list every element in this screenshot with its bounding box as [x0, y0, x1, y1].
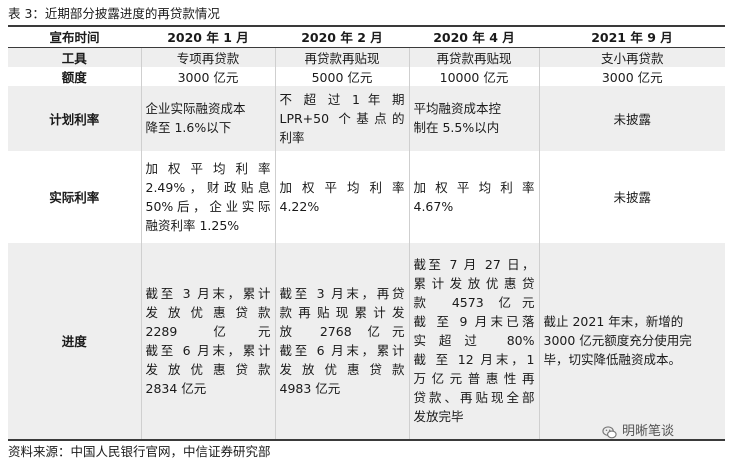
cell-actual-rate-1: 加 权 平 均 利 率 2.49%，财政贴息 50%后，企业实际 融资利率 1.25% [141, 150, 276, 243]
cell-line: 截至 7 月 27 日， [413, 257, 535, 272]
cell-text: 加 权 平 均 利 率 4.22% [280, 178, 405, 216]
row-label-tool: 工具 [8, 47, 142, 67]
cell-line: 累计发放优惠贷 [413, 276, 535, 291]
cell-line: 毕，切实降低融资成本。 [543, 352, 682, 367]
cell-actual-rate-4: 未披露 [613, 190, 651, 205]
cell-line: 平均融资成本控 [413, 101, 502, 116]
cell-line: LPR+50 个基点的 [279, 110, 405, 126]
cell-line: 2834 亿元 [145, 380, 207, 396]
cell-line: 截至 6 月末，累计 [145, 342, 271, 358]
cell-text: 截至 7 月 27 日， 累计发放优惠贷款 4573 亿元截 至 9 月末已落 实超… [414, 255, 535, 426]
cell-tool-3: 再贷款再贴现 [409, 47, 540, 67]
cell-text: 截至 3 月末，再贷 款再贴现累计发放 2768 亿元 截至 6 月末，累计发 放 … [280, 284, 405, 398]
cell-line: 4.67% [413, 198, 454, 214]
wechat-icon [602, 425, 617, 438]
cell-line: 企业实际融资成本 [145, 101, 246, 116]
cell-line: 截至 6 月末，累计 [279, 342, 405, 358]
row-label-planned-rate: 计划利率 [8, 85, 142, 151]
cell-line: 加 权 平 均 利 率 [279, 179, 405, 195]
cell-planned-rate-3: 平均融资成本控 制在 5.5%以内 [409, 85, 540, 151]
cell-amount-4: 3000 亿元 [601, 69, 663, 85]
cell-text: 平均融资成本控 制在 5.5%以内 [414, 99, 535, 137]
cell-line: 加 权 平 均 利 率 [413, 179, 535, 195]
table-caption: 表 3：近期部分披露进度的再贷款情况 [8, 6, 220, 21]
cell-line: 3000 亿元额度充分使用完 [543, 333, 692, 348]
cell-line: 50%后，企业实际 [145, 198, 271, 214]
header-2020-feb: 2020 年 2 月 [275, 25, 409, 48]
cell-actual-rate-2: 加 权 平 均 利 率 4.22% [275, 150, 410, 243]
cell-progress-1: 截至 3 月末，累计发 放 优 惠 贷 款 2289 亿元 截至 6 月末，累计发 … [141, 242, 276, 440]
cell-line: 截止 2021 年末，新增的 [543, 314, 684, 329]
cell-text: 企业实际融资成本 降至 1.6%以下 [146, 99, 271, 137]
watermark-text: 明晰笔谈 [622, 424, 675, 439]
cell-line: 降至 1.6%以下 [145, 120, 232, 135]
source-note: 资料来源：中国人民银行官网，中信证券研究部 [8, 444, 271, 459]
cell-tool-1: 专项再贷款 [141, 47, 276, 67]
cell-line: 发 放 优 惠 贷 款 [279, 361, 405, 377]
row-label-amount: 额度 [8, 66, 142, 86]
header-row: 宣布时间 2020 年 1 月 2020 年 2 月 2020 年 4 月 20… [8, 25, 725, 48]
watermark: 明晰笔谈 [602, 424, 674, 440]
cell-amount-2: 5000 亿元 [275, 66, 410, 86]
cell-text: 加 权 平 均 利 率 4.67% [414, 178, 535, 216]
cell-line: 发放完毕 [413, 409, 464, 424]
cell-progress-3: 截至 7 月 27 日， 累计发放优惠贷款 4573 亿元截 至 9 月末已落 实超… [409, 242, 540, 440]
cell-line: 截至 3 月末，再贷 [279, 285, 405, 301]
cell-line: 4.22% [279, 198, 320, 214]
cell-planned-rate-2: 不 超 过 1 年 期 LPR+50 个基点的 利率 [275, 85, 410, 151]
cell-line: 2.49%，财政贴息 [145, 179, 271, 195]
cell-line: 发 放 优 惠 贷 款 [145, 304, 271, 320]
cell-line: 2289 亿元 [145, 323, 271, 339]
table-row-planned-rate: 计划利率 企业实际融资成本 降至 1.6%以下 不 超 过 1 年 期 LPR+50… [8, 85, 725, 151]
cell-line: 融资利率 1.25% [145, 217, 240, 233]
cell-line: 制在 5.5%以内 [413, 120, 500, 135]
cell-tool-2: 再贷款再贴现 [275, 47, 410, 67]
header-2020-apr: 2020 年 4 月 [409, 25, 539, 48]
cell-text: 不 超 过 1 年 期 LPR+50 个基点的 利率 [280, 90, 405, 147]
header-2021-sep: 2021 年 9 月 [539, 25, 725, 48]
cell-text: 截止 2021 年末，新增的 3000 亿元额度充分使用完 毕，切实降低融资成本。 [544, 312, 722, 369]
cell-line: 不 超 过 1 年 期 [279, 91, 405, 107]
table-row-progress: 进度 截至 3 月末，累计发 放 优 惠 贷 款 2289 亿元 截至 6 月末，累… [8, 242, 725, 440]
cell-line: 款 4573 亿元 [413, 295, 535, 310]
cell-progress-4: 截止 2021 年末，新增的 3000 亿元额度充分使用完 毕，切实降低融资成本。 [539, 243, 725, 440]
cell-line: 款再贴现累计发 [279, 304, 405, 320]
cell-planned-rate-1: 企业实际融资成本 降至 1.6%以下 [141, 85, 276, 151]
cell-line: 4983 亿元 [279, 380, 341, 396]
table-row-amount: 额度 3000 亿元 5000 亿元 10000 亿元 3000 亿元 [8, 66, 725, 86]
cell-progress-2: 截至 3 月末，再贷 款再贴现累计发放 2768 亿元 截至 6 月末，累计发 放 … [275, 242, 410, 440]
cell-line: 截 至 9 月末已落 [413, 314, 535, 329]
cell-planned-rate-4: 未披露 [613, 111, 651, 127]
cell-line: 放 2768 亿元 [279, 323, 405, 339]
cell-line: 贷款、再贴现全部 [413, 390, 535, 405]
cell-line: 万亿元普惠性再 [413, 371, 535, 386]
cell-text: 截至 3 月末，累计发 放 优 惠 贷 款 2289 亿元 截至 6 月末，累计发 … [146, 284, 271, 398]
row-label-progress: 进度 [8, 242, 142, 440]
cell-tool-4: 支小再贷款 [600, 50, 664, 66]
table-row-actual-rate: 实际利率 加 权 平 均 利 率 2.49%，财政贴息 50%后，企业实际 融资利率 … [8, 150, 725, 243]
cell-amount-3: 10000 亿元 [409, 66, 540, 86]
cell-amount-1: 3000 亿元 [141, 66, 276, 86]
cell-text: 加 权 平 均 利 率 2.49%，财政贴息 50%后，企业实际 融资利率 1.25% [146, 159, 271, 235]
row-label-actual-rate: 实际利率 [8, 150, 142, 243]
cell-line: 截至 3 月末，累计 [145, 285, 271, 301]
header-corner: 宣布时间 [8, 25, 141, 48]
cell-actual-rate-3: 加 权 平 均 利 率 4.67% [409, 150, 540, 243]
cell-line: 利率 [279, 129, 305, 145]
cell-line: 发 放 优 惠 贷 款 [145, 361, 271, 377]
cell-line: 实超过 80% [413, 333, 535, 348]
cell-line: 截 至 12 月末，1 [413, 352, 535, 367]
header-2020-jan: 2020 年 1 月 [141, 25, 275, 48]
cell-line: 加 权 平 均 利 率 [145, 160, 271, 176]
relending-table: 宣布时间 2020 年 1 月 2020 年 2 月 2020 年 4 月 20… [8, 25, 725, 441]
table-row-tool: 工具 专项再贷款 再贷款再贴现 再贷款再贴现 支小再贷款 [8, 47, 725, 67]
